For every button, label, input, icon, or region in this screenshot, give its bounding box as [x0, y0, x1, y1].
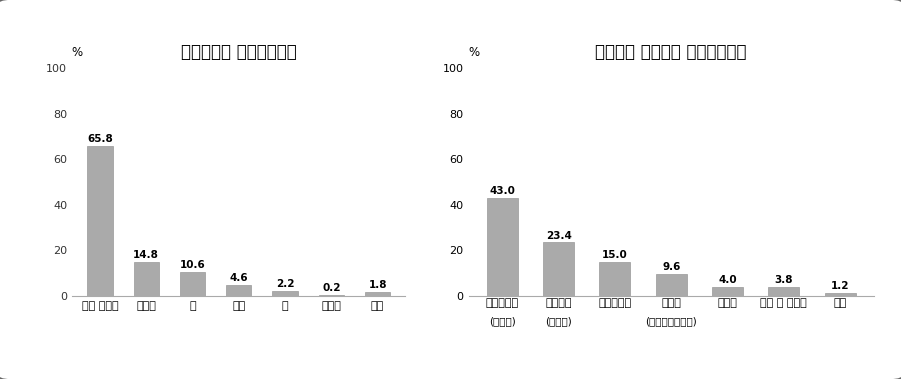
- Text: 15.0: 15.0: [602, 250, 628, 260]
- Bar: [272, 291, 297, 296]
- Text: 9.6: 9.6: [662, 262, 680, 272]
- Text: (쿠키스타르트류): (쿠키스타르트류): [645, 316, 697, 326]
- Text: 4.0: 4.0: [718, 275, 737, 285]
- Text: 23.4: 23.4: [546, 230, 571, 241]
- Bar: [824, 293, 856, 296]
- Text: 3.8: 3.8: [775, 275, 793, 285]
- Bar: [319, 295, 344, 296]
- Title: 〈개발을 희망하는 과일가공품〉: 〈개발을 희망하는 과일가공품〉: [596, 43, 747, 61]
- Bar: [180, 271, 205, 296]
- Bar: [712, 287, 743, 296]
- Text: 43.0: 43.0: [489, 186, 515, 196]
- Text: 0.2: 0.2: [322, 283, 341, 293]
- Bar: [599, 262, 631, 296]
- Text: (과일칩): (과일칩): [545, 316, 572, 326]
- Text: 4.6: 4.6: [230, 273, 248, 283]
- Text: 2.2: 2.2: [276, 279, 295, 289]
- Text: %: %: [469, 46, 480, 59]
- Text: (말랑이): (말랑이): [489, 316, 515, 326]
- Text: 65.8: 65.8: [87, 134, 113, 144]
- Title: 〈선호하는 과일가공품〉: 〈선호하는 과일가공품〉: [181, 43, 296, 61]
- Bar: [656, 274, 687, 296]
- Text: 10.6: 10.6: [179, 260, 205, 270]
- Bar: [487, 198, 518, 296]
- Text: 1.2: 1.2: [831, 281, 850, 291]
- Bar: [87, 146, 113, 296]
- Bar: [133, 262, 159, 296]
- Text: 1.8: 1.8: [369, 280, 387, 290]
- Text: 14.8: 14.8: [133, 250, 159, 260]
- Bar: [226, 285, 251, 296]
- Text: %: %: [71, 46, 82, 59]
- Bar: [543, 243, 574, 296]
- Bar: [365, 291, 390, 296]
- Bar: [769, 287, 799, 296]
